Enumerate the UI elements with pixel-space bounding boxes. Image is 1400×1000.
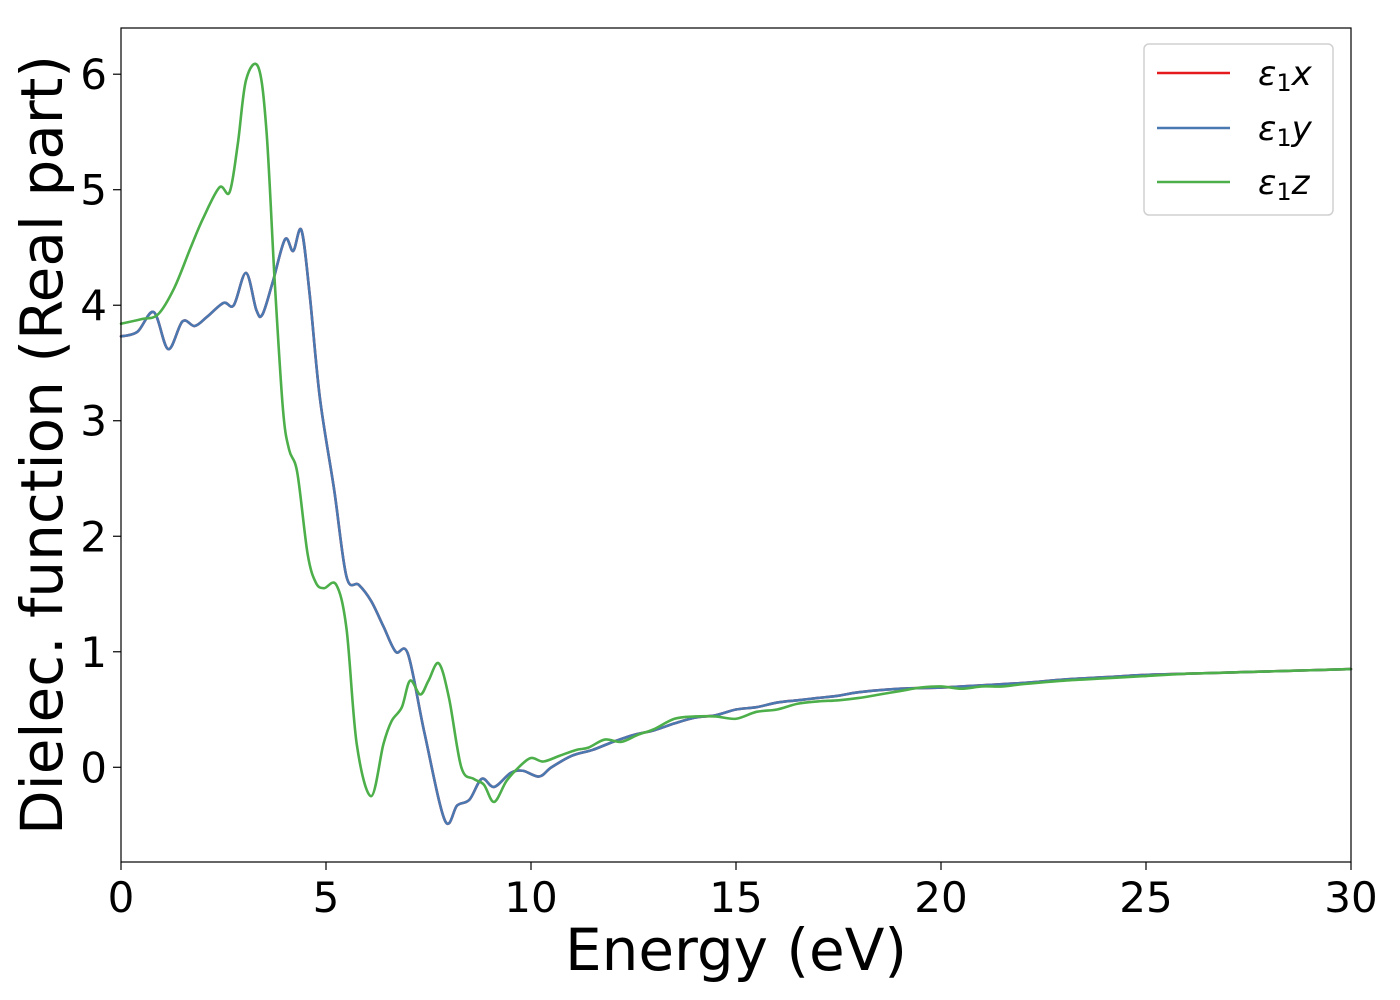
- x-tick-label: 15: [709, 873, 762, 922]
- legend: ε1x ε1y ε1z: [1143, 43, 1334, 216]
- legend-box: [1143, 43, 1334, 216]
- x-axis: 0 5 10 15 20 25 30: [108, 862, 1378, 922]
- y-axis-title: Dielec. function (Real part): [8, 55, 76, 835]
- x-tick-label: 30: [1324, 873, 1377, 922]
- series-layer: [119, 62, 1353, 825]
- series-line-3: [119, 62, 1353, 804]
- legend-label-3: ε1z: [1258, 163, 1311, 206]
- y-axis: 0 1 2 3 4 5 6: [80, 50, 121, 792]
- x-tick-label: 20: [914, 873, 967, 922]
- y-tick-label: 0: [80, 743, 107, 792]
- y-tick-label: 2: [80, 512, 107, 561]
- legend-label-1: ε1x: [1258, 54, 1313, 97]
- y-tick-label: 5: [80, 166, 107, 215]
- y-tick-label: 1: [80, 628, 107, 677]
- x-tick-label: 25: [1119, 873, 1172, 922]
- legend-label-2: ε1y: [1258, 109, 1313, 152]
- y-tick-label: 3: [80, 397, 107, 446]
- y-tick-label: 4: [80, 281, 107, 330]
- x-tick-label: 5: [313, 873, 340, 922]
- y-tick-label: 6: [80, 50, 107, 99]
- x-tick-label: 10: [504, 873, 557, 922]
- x-tick-label: 0: [108, 873, 135, 922]
- x-axis-title: Energy (eV): [565, 916, 907, 984]
